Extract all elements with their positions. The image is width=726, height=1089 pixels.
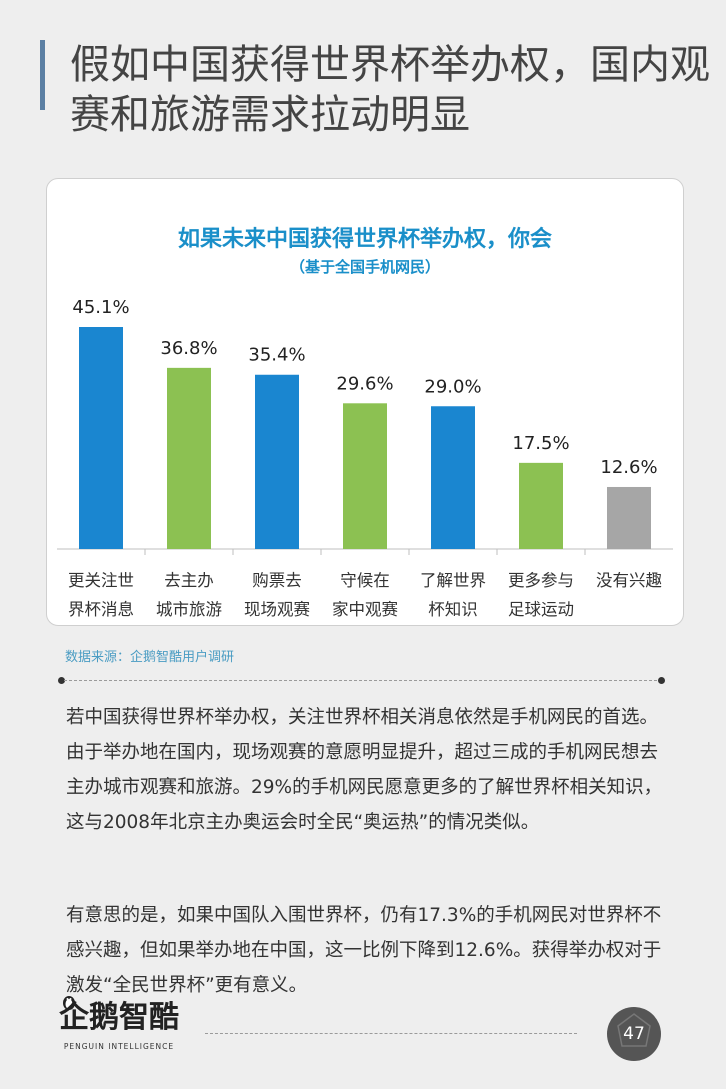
- divider-dot-right: [658, 677, 665, 684]
- category-label-4-2: 家中观赛: [332, 599, 398, 619]
- category-label-2-1: 去主办: [164, 571, 214, 590]
- bar-4: [343, 403, 387, 549]
- category-label-5-2: 杯知识: [428, 600, 478, 619]
- value-label-7: 12.6%: [600, 457, 657, 478]
- value-label-6: 17.5%: [512, 433, 569, 454]
- value-label-5: 29.0%: [424, 376, 481, 397]
- divider-line: [64, 680, 662, 681]
- bar-2: [167, 367, 211, 549]
- penguin-icon: [63, 996, 75, 1010]
- chart-title: 如果未来中国获得世界杯举办权，你会: [178, 226, 552, 252]
- bar-chart: 如果未来中国获得世界杯举办权，你会 （基于全国手机网民） 45.1% 更关注世界杯消息…: [57, 226, 673, 619]
- category-label-6-2: 足球运动: [508, 600, 574, 619]
- value-label-4: 29.6%: [336, 373, 393, 394]
- bar-5: [431, 406, 475, 549]
- category-label-3-1: 购票去: [252, 571, 302, 590]
- logo-name: 企鹅智酷: [59, 1000, 179, 1035]
- bar-1: [79, 327, 123, 549]
- chart-subtitle: （基于全国手机网民）: [290, 258, 440, 276]
- category-label-2-2: 城市旅游: [156, 600, 222, 619]
- logo-subtitle: PENGUIN INTELLIGENCE: [63, 1042, 175, 1051]
- category-label-5-1: 了解世界: [420, 571, 486, 590]
- category-label-3-2: 现场观赛: [244, 599, 310, 619]
- chart-card: 如果未来中国获得世界杯举办权，你会 （基于全国手机网民） 45.1% 更关注世界杯消息…: [46, 178, 684, 626]
- brand-logo: 企鹅智酷 PENGUIN INTELLIGENCE: [54, 996, 184, 1060]
- title-accent-bar: [40, 40, 45, 110]
- paragraph-2: 有意思的是，如果中国队入围世界杯，仍有17.3%的手机网民对世界杯不感兴趣，但如…: [66, 905, 662, 996]
- bar-6: [519, 462, 563, 549]
- category-label-6-1: 更多参与: [508, 571, 574, 590]
- page-number: 47: [623, 1024, 645, 1044]
- bar-7: [607, 486, 651, 549]
- bar-3: [255, 374, 299, 549]
- page-title: 假如中国获得世界杯举办权，国内观赛和旅游需求拉动明显: [70, 42, 710, 138]
- value-label-3: 35.4%: [248, 345, 305, 366]
- category-label-4-1: 守候在: [340, 571, 390, 590]
- value-label-2: 36.8%: [160, 338, 217, 359]
- data-source: 数据来源：企鹅智酷用户调研: [65, 650, 235, 665]
- category-label-1-1: 更关注世: [68, 571, 134, 590]
- value-label-1: 45.1%: [72, 297, 129, 318]
- category-label-7-1: 没有兴趣: [596, 571, 662, 590]
- category-label-1-2: 界杯消息: [68, 600, 134, 619]
- paragraph-1: 若中国获得世界杯举办权，关注世界杯相关消息依然是手机网民的首选。由于举办地在国内…: [66, 707, 663, 833]
- footer-divider: [205, 1033, 577, 1034]
- page-badge-icon: [607, 1007, 661, 1061]
- divider-dot-left: [58, 677, 65, 684]
